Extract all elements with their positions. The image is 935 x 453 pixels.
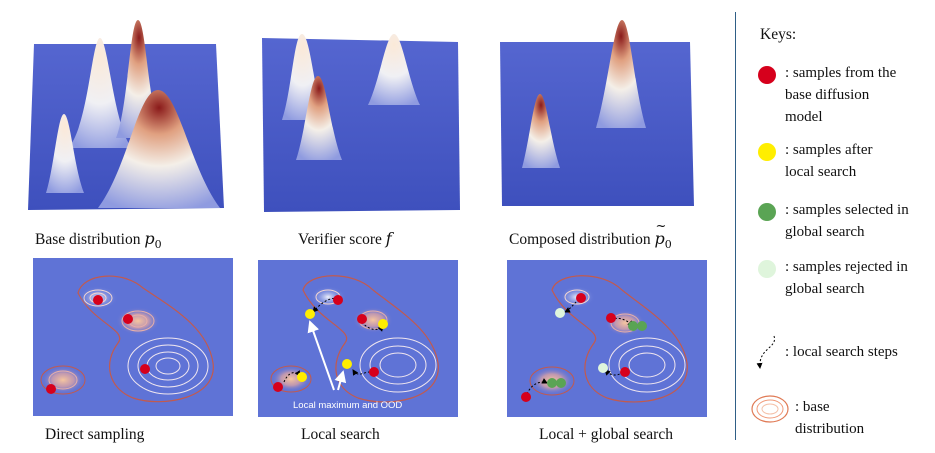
ood-pointer-arrows (307, 320, 347, 391)
caption-local-global-search: Local + global search (539, 426, 673, 443)
local-global-search-panel (507, 260, 707, 417)
key-label-rejected-samples: : samples rejected in global search (785, 259, 908, 297)
sample-yellow (378, 319, 388, 329)
annotation-local-maximum-ood: Local maximum and OOD (293, 400, 403, 411)
keys-title: Keys: (760, 26, 797, 43)
sample-red (140, 364, 150, 374)
math-p0: p0 (144, 229, 162, 251)
caption-local-search: Local search (301, 426, 380, 443)
key-label-selected-samples: : samples selected in global search (785, 202, 909, 240)
sample-pale-green (555, 308, 565, 318)
local-search-panel (258, 260, 458, 417)
pale-green-dot-icon (758, 260, 776, 278)
key-label-base-distribution: : base distribution (795, 399, 865, 437)
math-p0-tilde: p0 (655, 219, 672, 251)
sample-red (357, 314, 367, 324)
contour-rings-icon (751, 395, 789, 423)
sample-yellow (297, 372, 307, 382)
sample-green (556, 378, 566, 388)
caption-base-distribution: Base distribution p0 (35, 229, 162, 251)
green-dot-icon (758, 203, 776, 221)
key-label-base-samples: : samples from the base diffusion model (785, 65, 897, 125)
base-distribution-contours (40, 275, 214, 403)
legend-divider (735, 12, 736, 440)
dotted-arrow-icon (756, 335, 775, 369)
verifier-score-surface (262, 34, 460, 212)
key-label-local-search-samples: : samples after local search (785, 142, 873, 180)
local-search-steps (283, 297, 384, 383)
sample-green (628, 321, 638, 331)
sample-green (637, 321, 647, 331)
sample-red (273, 382, 283, 392)
sample-red (369, 367, 379, 377)
composed-distribution-surface (500, 20, 694, 206)
sample-red (606, 313, 616, 323)
sample-red (521, 392, 531, 402)
sample-yellow (342, 359, 352, 369)
key-label-local-search-steps: : local search steps (785, 344, 898, 360)
sample-red (620, 367, 630, 377)
sample-yellow (305, 309, 315, 319)
sample-red (333, 295, 343, 305)
sample-red (93, 295, 103, 305)
math-f: f (385, 229, 392, 248)
sample-red (46, 384, 56, 394)
base-distribution-surface (28, 20, 224, 210)
caption-verifier-score: Verifier score f (298, 229, 392, 248)
direct-sampling-panel (33, 258, 233, 416)
caption-direct-sampling: Direct sampling (45, 426, 145, 443)
caption-composed-distribution: Composed distribution p0 (509, 219, 672, 251)
sample-red (576, 293, 586, 303)
sample-pale-green (598, 363, 608, 373)
yellow-dot-icon (758, 143, 776, 161)
sample-red (123, 314, 133, 324)
red-dot-icon (758, 66, 776, 84)
sample-green (547, 378, 557, 388)
